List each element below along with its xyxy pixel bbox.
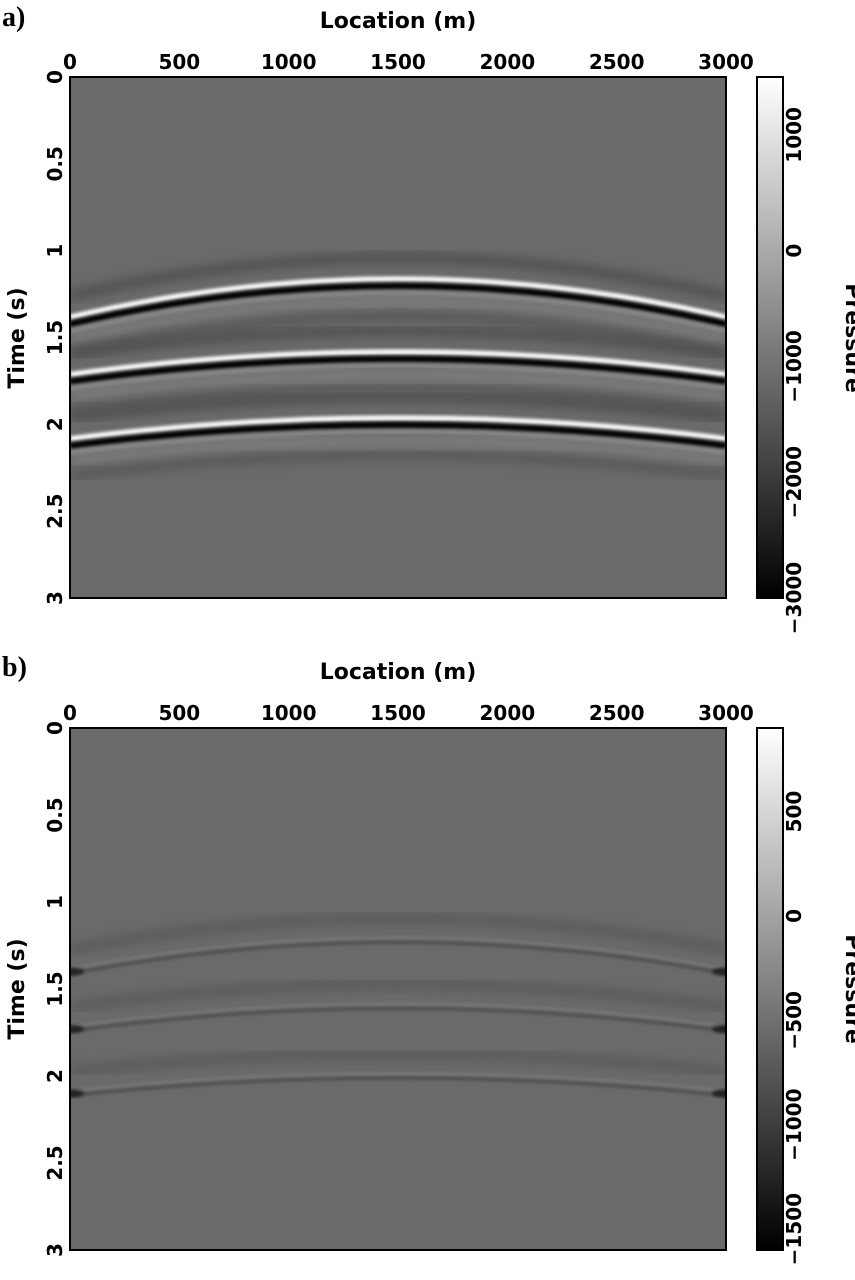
- x-tick-label: 2000: [479, 701, 535, 725]
- reflection-events: [70, 252, 726, 481]
- y-tick-label: 2: [43, 417, 67, 431]
- x-tick-label: 2500: [589, 701, 645, 725]
- edge-artifact: [712, 1025, 726, 1034]
- x-tick-labels: 0 500 1000 1500 2000 2500 3000: [63, 50, 754, 74]
- colorbar-title: Pressure: [840, 934, 855, 1044]
- event-crest: [70, 415, 726, 442]
- x-tick-label: 3000: [698, 701, 754, 725]
- y-tick-label: 0.5: [43, 146, 67, 181]
- panel-label: a): [2, 2, 25, 33]
- colorbar-tick-label: −2000: [782, 446, 806, 518]
- event-sidelobe: [70, 429, 726, 455]
- plot-frame: [69, 76, 727, 599]
- event-crest: [70, 276, 726, 320]
- colorbar-tick-label: 0: [782, 909, 806, 923]
- colorbar: [756, 727, 784, 1251]
- x-tick-label: 500: [158, 50, 200, 74]
- colorbar: [756, 76, 784, 599]
- reflection-events: [70, 913, 726, 1098]
- event-trough: [70, 282, 726, 328]
- event-halo: [70, 325, 726, 359]
- edge-artifact: [70, 967, 84, 976]
- event-halo: [70, 383, 726, 417]
- event-halo: [70, 391, 726, 423]
- event-crest: [70, 1002, 726, 1029]
- event-halo: [70, 1049, 726, 1077]
- y-tick-label: 1: [43, 244, 67, 258]
- x-tick-label: 0: [63, 50, 77, 74]
- event-halo: [70, 252, 726, 301]
- y-tick-label: 2.5: [43, 493, 67, 528]
- event-crest: [70, 1072, 726, 1093]
- event-trough: [70, 355, 726, 385]
- colorbar-tick-label: 500: [782, 791, 806, 833]
- colorbar-tick-label: −500: [782, 991, 806, 1050]
- x-axis-title: Location (m): [320, 9, 477, 34]
- y-tick-label: 1.5: [43, 320, 67, 355]
- event-halo: [70, 434, 726, 468]
- y-tick-labels: 0 0.5 1 1.5 2 2.5 3: [43, 70, 67, 605]
- y-tick-label: 0.5: [43, 797, 67, 832]
- event-halo: [70, 449, 726, 481]
- event-halo: [70, 310, 726, 359]
- colorbar-tick-labels: 1000 0 −1000 −2000 −3000: [782, 107, 806, 634]
- x-tick-label: 1000: [261, 50, 317, 74]
- x-tick-label: 3000: [698, 50, 754, 74]
- edge-artifact: [712, 967, 726, 976]
- x-tick-label: 1500: [370, 701, 426, 725]
- y-axis-title: Time (s): [5, 938, 30, 1039]
- edge-artifact: [70, 1025, 84, 1034]
- event-halo: [70, 979, 726, 1012]
- event-sidelobe: [70, 363, 726, 391]
- edge-artifact: [712, 1089, 726, 1098]
- event-crest: [70, 936, 726, 972]
- x-tick-label: 1000: [261, 701, 317, 725]
- colorbar-tick-label: −3000: [782, 562, 806, 634]
- event-trough: [70, 1006, 726, 1033]
- x-tick-label: 0: [63, 701, 77, 725]
- seismic-image: [70, 77, 726, 598]
- y-tick-label: 1.5: [43, 971, 67, 1006]
- event-sidelobe: [70, 290, 726, 334]
- edge-artifact: [70, 1089, 84, 1098]
- panel-a: a) Location (m) 0 500 1000 1500 2000 2500 3000…: [2, 2, 855, 634]
- y-tick-label: 3: [43, 591, 67, 605]
- event-halo: [70, 295, 726, 346]
- seismic-image: [70, 728, 726, 1250]
- x-tick-labels: 0 500 1000 1500 2000 2500 3000: [63, 701, 754, 725]
- y-tick-label: 0: [43, 721, 67, 735]
- y-tick-label: 1: [43, 895, 67, 909]
- colorbar-tick-label: −1000: [782, 330, 806, 402]
- x-tick-label: 2500: [589, 50, 645, 74]
- panel-b: b) Location (m) 0 500 1000 1500 2000 2500 3000…: [2, 652, 855, 1265]
- x-tick-label: 500: [158, 701, 200, 725]
- event-trough: [70, 421, 726, 449]
- panel-label: b): [2, 652, 27, 683]
- colorbar-tick-label: −1500: [782, 1193, 806, 1265]
- x-tick-label: 2000: [479, 50, 535, 74]
- y-tick-label: 2: [43, 1069, 67, 1083]
- colorbar-tick-labels: 500 0 −500 −1000 −1500: [782, 791, 806, 1266]
- y-axis-title: Time (s): [5, 287, 30, 388]
- x-tick-label: 1500: [370, 50, 426, 74]
- colorbar-tick-label: 1000: [782, 107, 806, 163]
- event-halo: [70, 368, 726, 404]
- y-tick-label: 3: [43, 1243, 67, 1257]
- plot-frame: [69, 727, 727, 1251]
- x-axis-title: Location (m): [320, 660, 477, 685]
- colorbar-title: Pressure: [840, 283, 855, 393]
- event-halo: [70, 913, 726, 955]
- colorbar-tick-label: 0: [782, 244, 806, 258]
- event-crest: [70, 349, 726, 377]
- y-tick-labels: 0 0.5 1 1.5 2 2.5 3: [43, 721, 67, 1257]
- colorbar-tick-label: −1000: [782, 1089, 806, 1161]
- event-trough: [70, 1076, 726, 1097]
- y-tick-label: 0: [43, 70, 67, 84]
- event-trough: [70, 940, 726, 976]
- y-tick-label: 2.5: [43, 1145, 67, 1180]
